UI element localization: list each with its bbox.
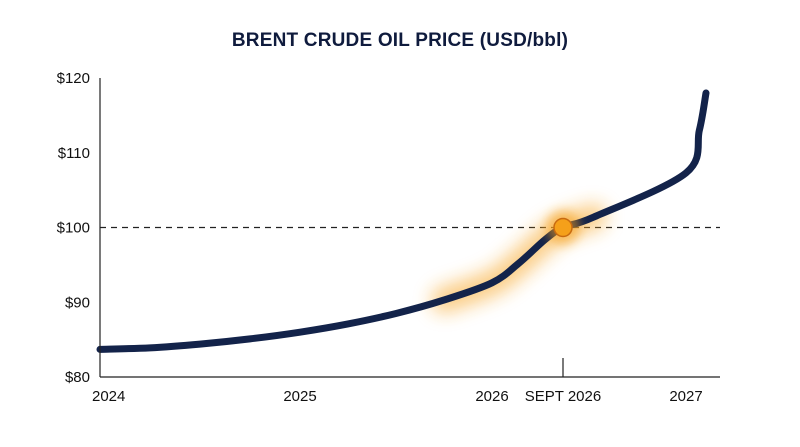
x-tick-label: 2027 bbox=[669, 388, 702, 405]
y-tick-label: $100 bbox=[57, 220, 90, 237]
chart-title: BRENT CRUDE OIL PRICE (USD/bbl) bbox=[231, 30, 569, 51]
y-tick-label: $90 bbox=[65, 294, 90, 311]
x-tick-label: SEPT 2026 bbox=[525, 388, 601, 405]
x-tick-label: 2024 bbox=[92, 388, 125, 405]
y-tick-label: $80 bbox=[65, 369, 90, 386]
x-tick-label: 2026 bbox=[475, 388, 508, 405]
highlight-point bbox=[553, 217, 573, 238]
series-line bbox=[96, 89, 710, 353]
y-tick-label: $120 bbox=[57, 70, 90, 87]
x-tick-label: 2025 bbox=[283, 388, 316, 405]
y-tick-label: $110 bbox=[58, 145, 90, 162]
